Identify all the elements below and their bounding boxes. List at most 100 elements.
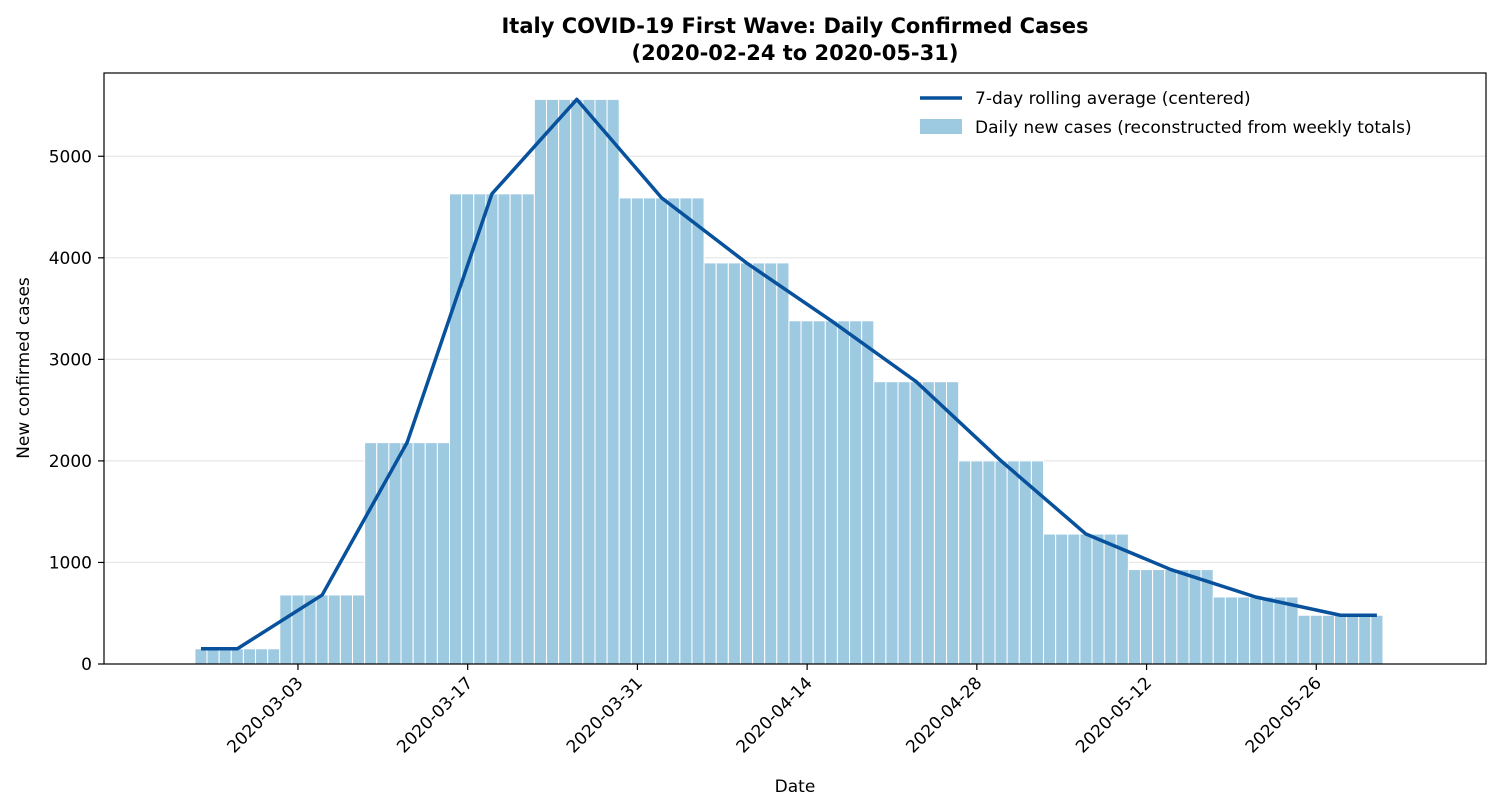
x-axis-label: Date: [775, 777, 816, 797]
bar: [958, 460, 972, 665]
bar: [1358, 614, 1372, 665]
bar: [655, 197, 669, 665]
bar: [630, 197, 644, 665]
chart-title-line-2: (2020-02-24 to 2020-05-31): [632, 41, 959, 65]
bar: [1236, 596, 1251, 665]
bar: [424, 442, 438, 665]
bar: [703, 262, 717, 665]
chart-title-line-1: Italy COVID-19 First Wave: Daily Confirm…: [501, 14, 1088, 38]
bar: [1188, 569, 1202, 665]
legend-bar-swatch: [920, 119, 962, 134]
bar: [327, 594, 341, 665]
y-tick-label: 3000: [49, 350, 92, 370]
bar: [1140, 569, 1154, 665]
bar: [776, 262, 790, 665]
bar: [824, 320, 838, 665]
bar: [1249, 596, 1263, 665]
bar: [582, 98, 596, 665]
bar: [982, 460, 996, 665]
bar-series: [194, 98, 1384, 665]
bar: [679, 197, 693, 665]
bar: [788, 320, 802, 665]
bar: [921, 381, 935, 665]
bar: [339, 594, 354, 665]
bar: [909, 381, 923, 665]
bar: [449, 193, 463, 665]
bar: [994, 460, 1008, 665]
bar: [364, 442, 378, 665]
bar: [1103, 533, 1117, 665]
bar: [436, 442, 451, 665]
bar: [1321, 614, 1335, 665]
bar: [727, 262, 741, 665]
bar: [897, 381, 911, 665]
bar: [1115, 533, 1129, 665]
bar: [933, 381, 948, 665]
bar: [291, 594, 305, 665]
bar: [267, 648, 281, 665]
bar: [545, 98, 560, 665]
bar: [1152, 569, 1166, 665]
bar: [1079, 533, 1093, 665]
bar: [885, 381, 899, 665]
bar: [279, 594, 293, 665]
bar: [1297, 614, 1311, 665]
bar: [206, 648, 220, 665]
y-tick-label: 1000: [49, 553, 92, 573]
bar: [812, 320, 826, 665]
bar: [752, 262, 766, 665]
bar: [558, 98, 572, 665]
bar: [1055, 533, 1069, 665]
y-axis-label: New confirmed cases: [14, 277, 34, 459]
bar: [1212, 596, 1226, 665]
bar: [764, 262, 778, 665]
y-tick-label: 0: [81, 655, 92, 675]
bar: [667, 197, 681, 665]
bar: [970, 460, 984, 665]
bar: [1224, 596, 1238, 665]
bar: [533, 98, 547, 665]
bar: [1091, 533, 1105, 665]
line-series: [200, 97, 1377, 651]
bar: [1164, 569, 1178, 665]
bar: [242, 648, 257, 665]
y-tick-label: 2000: [49, 452, 92, 472]
bar: [691, 197, 705, 665]
bar: [521, 193, 535, 665]
bar: [606, 98, 620, 665]
bar: [485, 193, 499, 665]
y-axis: 0 1000 2000 3000 4000 5000: [49, 147, 104, 675]
rolling-average-line: [200, 97, 1377, 651]
bar: [618, 197, 632, 665]
bar: [1006, 460, 1020, 665]
bar: [836, 320, 851, 665]
bar: [473, 193, 487, 665]
bar: [1370, 614, 1384, 665]
bar: [497, 193, 511, 665]
bar: [570, 98, 584, 665]
y-tick-label: 5000: [49, 147, 92, 167]
bar: [218, 648, 232, 665]
bar: [642, 197, 657, 665]
bar: [594, 98, 608, 665]
legend-label-daily-cases: Daily new cases (reconstructed from week…: [975, 118, 1412, 138]
bar: [1346, 614, 1360, 665]
bar: [1333, 614, 1348, 665]
plot-frame: [103, 72, 1487, 665]
bar: [1273, 596, 1287, 665]
bar: [715, 262, 729, 665]
bar: [1176, 569, 1190, 665]
bar: [849, 320, 863, 665]
bar: [388, 442, 402, 665]
legend-label-rolling-average: 7-day rolling average (centered): [975, 89, 1251, 109]
bar: [400, 442, 414, 665]
bar: [873, 381, 887, 665]
bar: [861, 320, 875, 665]
y-tick-label: 4000: [49, 249, 92, 269]
bar: [315, 594, 329, 665]
bar: [352, 594, 366, 665]
bar: [1261, 596, 1275, 665]
bar: [255, 648, 269, 665]
bar: [412, 442, 426, 665]
